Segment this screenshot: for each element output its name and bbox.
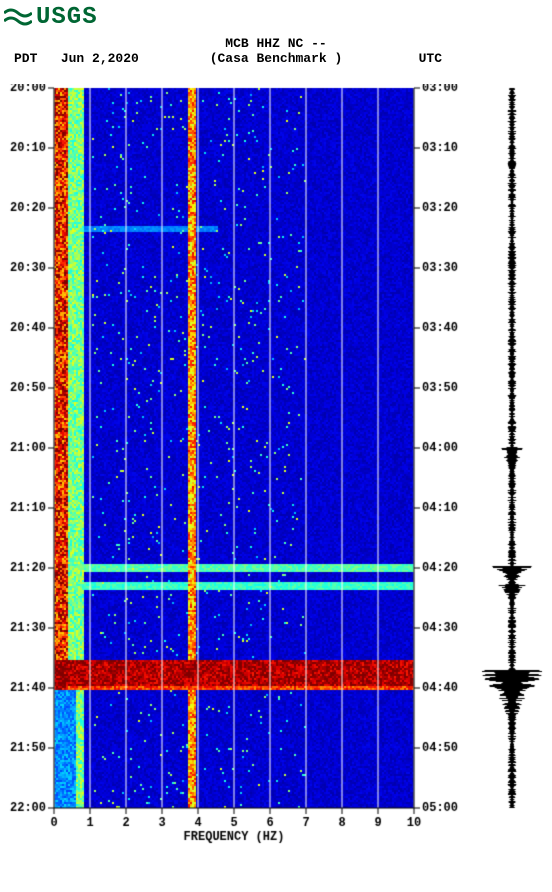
usgs-wave-icon	[4, 7, 32, 29]
chart-area	[0, 84, 552, 879]
chart-header: MCB HHZ NC -- PDT Jun 2,2020 (Casa Bench…	[0, 36, 552, 67]
logo-text: USGS	[36, 4, 98, 31]
spectrogram-canvas	[0, 84, 552, 874]
station-name: (Casa Benchmark )	[0, 51, 552, 66]
usgs-logo: USGS	[4, 4, 98, 31]
station-id: MCB HHZ NC --	[0, 36, 552, 51]
right-tz: UTC	[419, 51, 442, 66]
